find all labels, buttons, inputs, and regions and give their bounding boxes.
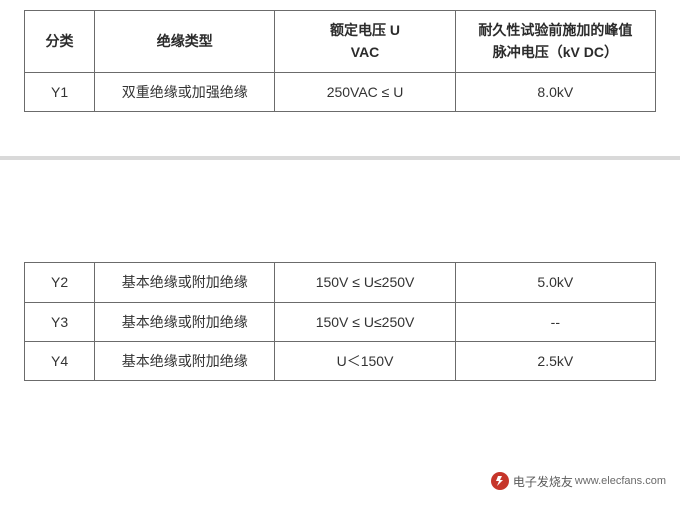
cell-insulation-type: 基本绝缘或附加绝缘: [95, 341, 275, 380]
th-rated-voltage-line2: VAC: [279, 41, 450, 63]
watermark-brand: 电子发烧友: [513, 473, 573, 490]
page-break-divider: [24, 112, 656, 262]
cell-peak-pulse: --: [455, 302, 655, 341]
insulation-table-bottom: Y2 基本绝缘或附加绝缘 150V ≤ U≤250V 5.0kV Y3 基本绝缘…: [24, 262, 656, 381]
cell-peak-pulse: 8.0kV: [455, 72, 655, 111]
table-row: Y4 基本绝缘或附加绝缘 U＜150V 2.5kV: [25, 341, 656, 380]
cell-category: Y3: [25, 302, 95, 341]
th-peak-pulse-line1: 耐久性试验前施加的峰值: [460, 19, 651, 41]
insulation-table-top: 分类 绝缘类型 额定电压 U VAC 耐久性试验前施加的峰值 脉冲电压（kV D…: [24, 10, 656, 112]
watermark-host: www.elecfans.com: [575, 475, 666, 487]
table-row: Y2 基本绝缘或附加绝缘 150V ≤ U≤250V 5.0kV: [25, 263, 656, 302]
table-row: Y1 双重绝缘或加强绝缘 250VAC ≤ U 8.0kV: [25, 72, 656, 111]
table-row: Y3 基本绝缘或附加绝缘 150V ≤ U≤250V --: [25, 302, 656, 341]
th-category: 分类: [25, 11, 95, 73]
cell-rated-voltage: U＜150V: [275, 341, 455, 380]
table-header-row: 分类 绝缘类型 额定电压 U VAC 耐久性试验前施加的峰值 脉冲电压（kV D…: [25, 11, 656, 73]
cell-rated-voltage: 150V ≤ U≤250V: [275, 302, 455, 341]
cell-peak-pulse: 2.5kV: [455, 341, 655, 380]
cell-rated-voltage: 150V ≤ U≤250V: [275, 263, 455, 302]
th-peak-pulse-line2: 脉冲电压（kV DC）: [460, 41, 651, 63]
th-rated-voltage: 额定电压 U VAC: [275, 11, 455, 73]
elecfans-logo-icon: [491, 472, 509, 490]
cell-peak-pulse: 5.0kV: [455, 263, 655, 302]
cell-category: Y1: [25, 72, 95, 111]
th-rated-voltage-line1: 额定电压 U: [279, 19, 450, 41]
cell-insulation-type: 双重绝缘或加强绝缘: [95, 72, 275, 111]
cell-insulation-type: 基本绝缘或附加绝缘: [95, 263, 275, 302]
cell-category: Y4: [25, 341, 95, 380]
cell-category: Y2: [25, 263, 95, 302]
cell-rated-voltage: 250VAC ≤ U: [275, 72, 455, 111]
th-insulation-type: 绝缘类型: [95, 11, 275, 73]
source-watermark: 电子发烧友 www.elecfans.com: [491, 472, 666, 490]
cell-insulation-type: 基本绝缘或附加绝缘: [95, 302, 275, 341]
th-peak-pulse: 耐久性试验前施加的峰值 脉冲电压（kV DC）: [455, 11, 655, 73]
